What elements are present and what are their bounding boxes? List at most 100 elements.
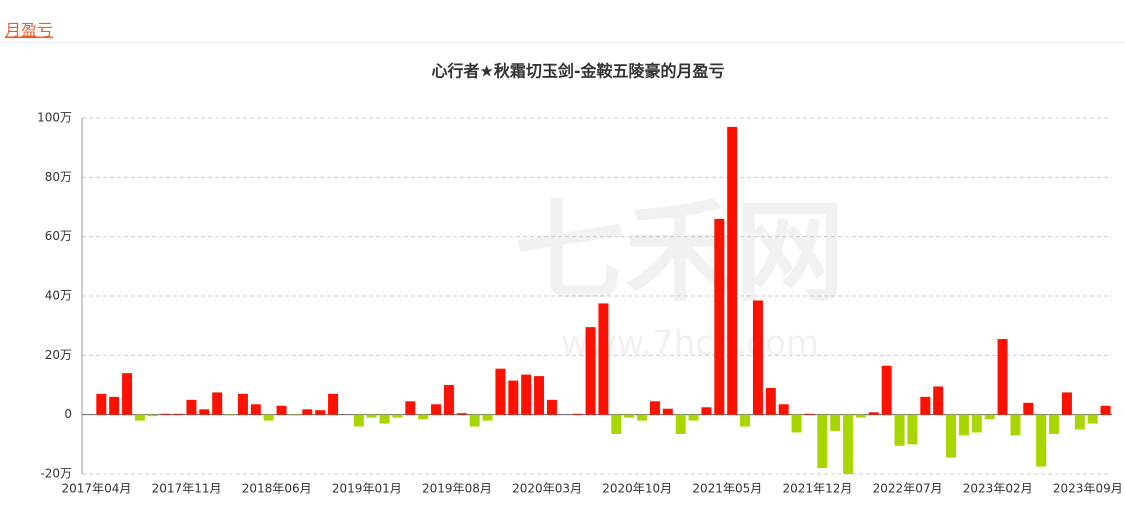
y-tick-label: 40万 xyxy=(45,289,72,303)
bar xyxy=(855,414,866,418)
x-tick-label: 2022年07月 xyxy=(873,482,943,496)
bar xyxy=(1074,414,1085,430)
y-tick-label: 80万 xyxy=(45,170,72,184)
bar xyxy=(225,414,236,416)
bar xyxy=(830,414,841,431)
bar xyxy=(263,414,274,421)
bar xyxy=(701,407,712,415)
bar xyxy=(907,414,918,445)
bar xyxy=(418,414,429,420)
bar xyxy=(688,414,699,421)
bar xyxy=(1036,414,1047,467)
bar xyxy=(469,414,480,427)
bar xyxy=(714,218,725,415)
x-tick-label: 2021年12月 xyxy=(783,482,853,496)
bar xyxy=(289,414,300,416)
bar xyxy=(881,365,892,415)
bar xyxy=(752,300,763,415)
bar xyxy=(868,412,879,415)
bar xyxy=(572,413,583,415)
bar xyxy=(662,408,673,415)
bar xyxy=(173,413,184,415)
y-tick-label: 20万 xyxy=(45,348,72,362)
bar xyxy=(958,414,969,436)
bar xyxy=(740,414,751,427)
y-tick-label: -20万 xyxy=(40,467,72,481)
bar xyxy=(843,414,854,474)
x-tick-label: 2023年02月 xyxy=(963,482,1033,496)
x-tick-label: 2018年06月 xyxy=(242,482,312,496)
bar xyxy=(186,399,197,415)
bar xyxy=(521,374,532,415)
bar xyxy=(366,414,377,418)
x-tick-label: 2020年03月 xyxy=(512,482,582,496)
bar xyxy=(894,414,905,446)
bar xyxy=(727,126,738,415)
bar xyxy=(328,393,339,415)
bar xyxy=(431,404,442,415)
x-tick-label: 2020年10月 xyxy=(602,482,672,496)
bar xyxy=(443,385,454,415)
bar xyxy=(920,396,931,415)
bar xyxy=(1010,414,1021,436)
bar xyxy=(315,410,326,415)
bar xyxy=(456,413,467,415)
y-tick-label: 0 xyxy=(64,407,72,421)
bar xyxy=(611,414,622,434)
bar xyxy=(482,414,493,421)
bar xyxy=(495,368,506,415)
bar xyxy=(933,386,944,415)
y-tick-label: 60万 xyxy=(45,229,72,243)
bar xyxy=(624,414,635,418)
bar xyxy=(598,303,609,415)
bar xyxy=(379,414,390,424)
bar xyxy=(791,414,802,433)
chart-title: 心行者★秋霜切玉剑-金鞍五陵豪的月盈亏 xyxy=(432,62,725,81)
bar xyxy=(804,413,815,415)
bar xyxy=(675,414,686,434)
bar xyxy=(765,387,776,415)
bar xyxy=(1023,402,1034,415)
bar xyxy=(122,373,133,415)
bar xyxy=(546,399,557,415)
bar xyxy=(1100,405,1111,415)
y-tick-label: 100万 xyxy=(37,111,72,125)
bar xyxy=(1049,414,1060,434)
bar xyxy=(508,380,519,415)
bar xyxy=(96,393,107,415)
bar xyxy=(353,414,364,427)
x-tick-label: 2023年09月 xyxy=(1053,482,1123,496)
bar xyxy=(405,401,416,415)
bar xyxy=(147,414,158,417)
bar xyxy=(1061,392,1072,415)
bar xyxy=(997,339,1008,415)
bar xyxy=(212,392,223,415)
bar xyxy=(971,414,982,433)
x-tick-label: 2019年01月 xyxy=(332,482,402,496)
watermark: 七禾网 xyxy=(515,188,845,316)
bar xyxy=(637,414,648,421)
bar xyxy=(134,414,145,421)
header-tab[interactable]: 月盈亏 xyxy=(5,21,53,40)
bar xyxy=(392,414,403,418)
x-tick-label: 2017年04月 xyxy=(62,482,132,496)
bar xyxy=(276,405,287,415)
bar xyxy=(585,327,596,415)
bar xyxy=(160,413,171,415)
bar xyxy=(778,404,789,415)
bar xyxy=(649,401,660,415)
bar xyxy=(237,393,248,415)
bar xyxy=(109,396,120,415)
bar xyxy=(250,404,261,415)
bar xyxy=(817,414,828,469)
x-tick-label: 2017年11月 xyxy=(152,482,222,496)
bar xyxy=(199,409,210,415)
bar xyxy=(1087,414,1098,424)
bar xyxy=(302,409,313,415)
x-tick-label: 2021年05月 xyxy=(692,482,762,496)
bar xyxy=(946,414,957,458)
x-tick-label: 2019年08月 xyxy=(422,482,492,496)
bar xyxy=(534,376,545,415)
